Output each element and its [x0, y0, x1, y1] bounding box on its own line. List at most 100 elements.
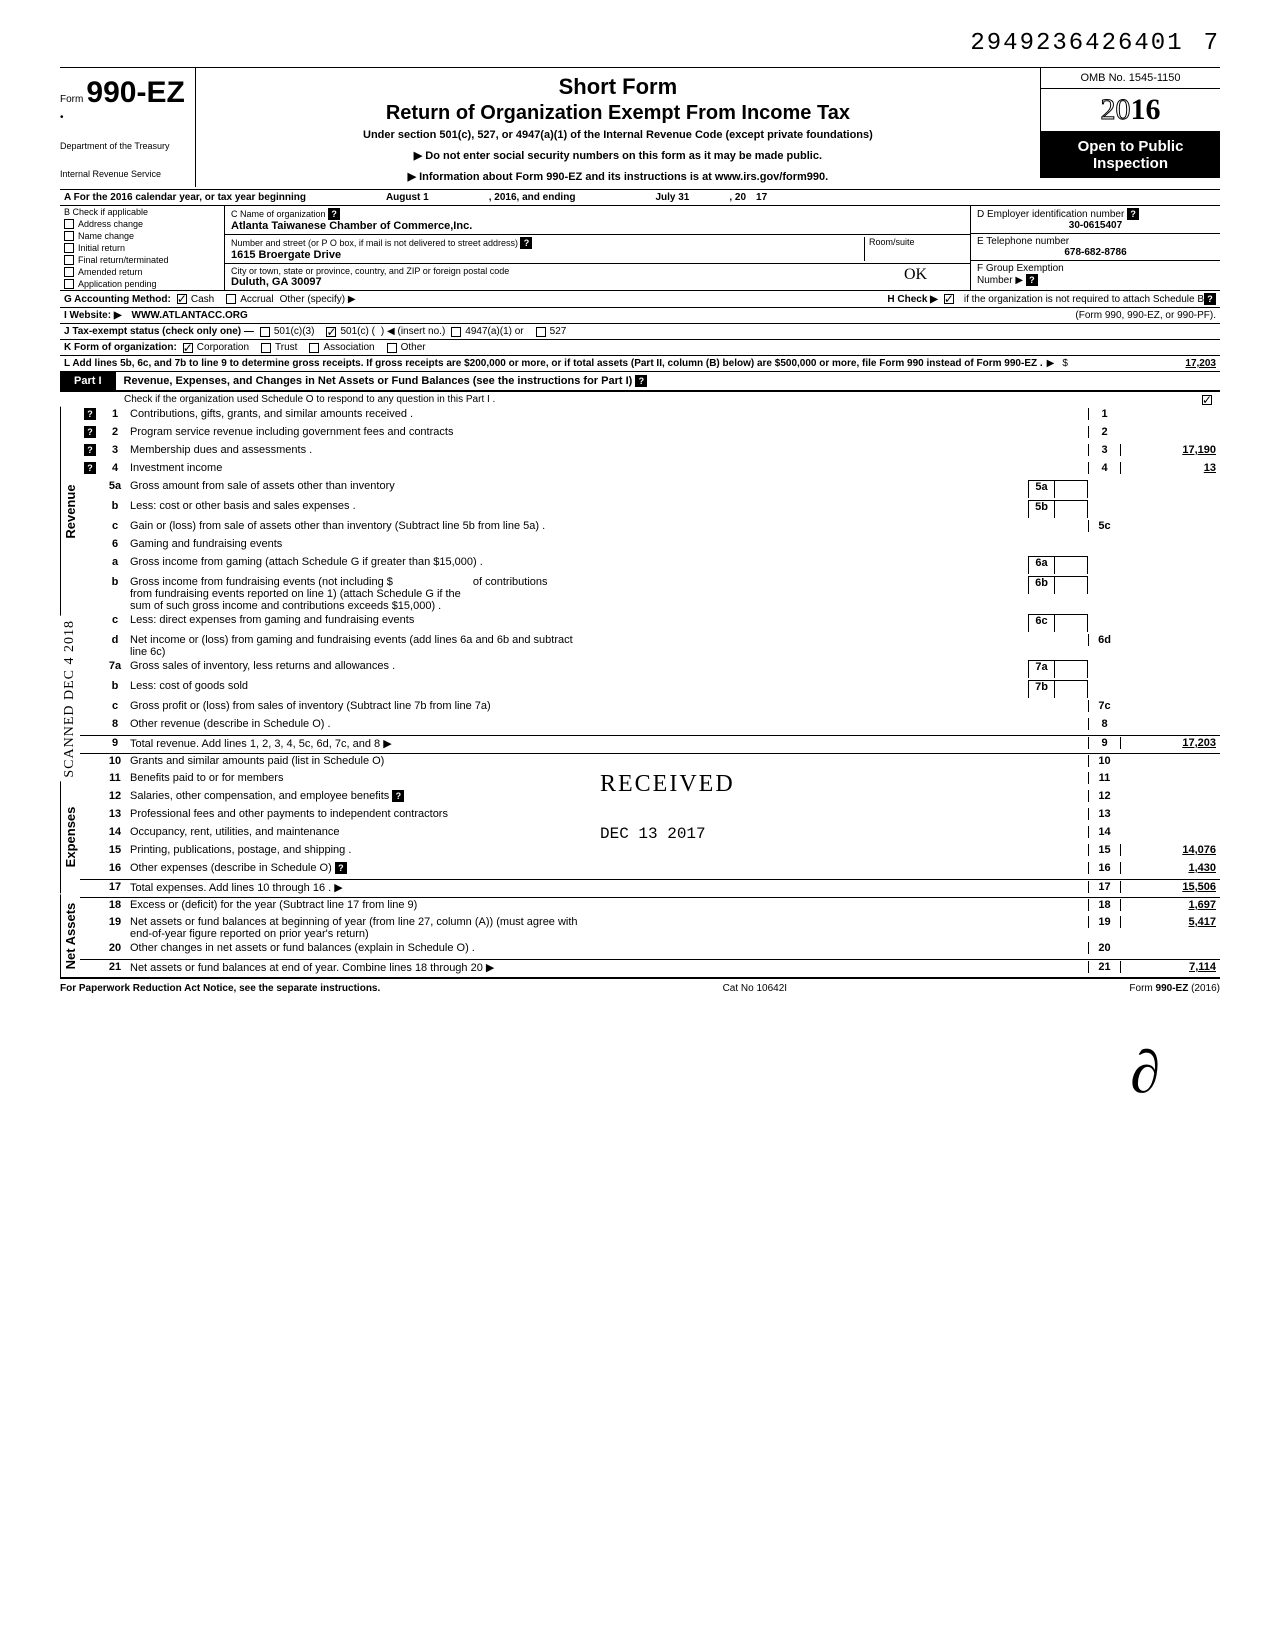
part1-check-note: Check if the organization used Schedule …: [124, 394, 495, 405]
line-9: 9 Total revenue. Add lines 1, 2, 3, 4, 5…: [80, 735, 1220, 753]
line-7b: b Less: cost of goods sold 7b: [80, 679, 1220, 699]
section-b: B Check if applicable Address change Nam…: [60, 206, 225, 290]
scanned-stamp: SCANNED DEC 4 2018: [60, 616, 80, 782]
info-note: ▶ Information about Form 990-EZ and its …: [206, 170, 1030, 183]
city-label: City or town, state or province, country…: [231, 266, 904, 276]
side-netassets: Net Assets: [60, 894, 80, 977]
info-block: B Check if applicable Address change Nam…: [60, 205, 1220, 290]
help-icon[interactable]: ?: [1026, 274, 1038, 286]
line-1: ? 1 Contributions, gifts, grants, and si…: [80, 407, 1220, 425]
line-18: 18 Excess or (deficit) for the year (Sub…: [80, 897, 1220, 915]
row-a: A For the 2016 calendar year, or tax yea…: [60, 189, 1220, 205]
cb-schedule-o[interactable]: [1202, 395, 1212, 405]
ssn-note: ▶ Do not enter social security numbers o…: [206, 149, 1030, 162]
section-def: D Employer identification number ? 30-06…: [970, 206, 1220, 290]
footer: For Paperwork Reduction Act Notice, see …: [60, 977, 1220, 998]
line-19: 19 Net assets or fund balances at beginn…: [80, 915, 1220, 941]
cb-527[interactable]: 527: [536, 326, 567, 337]
row-i: I Website: ▶ WWW.ATLANTACC.ORG (Form 990…: [60, 307, 1220, 323]
line-7a: 7a Gross sales of inventory, less return…: [80, 659, 1220, 679]
help-icon[interactable]: ?: [335, 862, 347, 874]
line-14: 14 Occupancy, rent, utilities, and maint…: [80, 825, 1220, 843]
help-icon[interactable]: ?: [635, 375, 647, 387]
cb-amended-return[interactable]: Amended return: [60, 266, 224, 278]
row-l: L Add lines 5b, 6c, and 7b to line 9 to …: [60, 355, 1220, 371]
cb-corp[interactable]: Corporation: [183, 342, 249, 353]
cb-501c[interactable]: 501(c) (: [326, 326, 374, 337]
help-icon[interactable]: ?: [520, 237, 532, 249]
org-city: Duluth, GA 30097: [231, 276, 904, 288]
help-icon[interactable]: ?: [84, 462, 96, 474]
cb-trust[interactable]: Trust: [261, 342, 297, 353]
cb-name-change[interactable]: Name change: [60, 230, 224, 242]
part1-title: Revenue, Expenses, and Changes in Net As…: [124, 375, 633, 387]
l-text: L Add lines 5b, 6c, and 7b to line 9 to …: [64, 358, 1043, 369]
help-icon[interactable]: ?: [84, 444, 96, 456]
cb-address-change[interactable]: Address change: [60, 218, 224, 230]
form-number: 990-EZ: [86, 76, 184, 109]
line-8: 8 Other revenue (describe in Schedule O)…: [80, 717, 1220, 735]
form-header: Form 990-EZ • Department of the Treasury…: [60, 67, 1220, 189]
f-label2: Number ▶: [977, 275, 1023, 286]
signature-mark: ∂: [60, 1038, 1220, 1107]
h-note2: (Form 990, 990-EZ, or 990-PF).: [1075, 310, 1216, 321]
row-a-suffix: , 20: [729, 192, 746, 203]
cb-4947[interactable]: 4947(a)(1) or: [451, 326, 523, 337]
help-icon[interactable]: ?: [328, 208, 340, 220]
form-id: Form 990-EZ • Department of the Treasury…: [60, 68, 196, 187]
h-note: if the organization is not required to a…: [964, 294, 1204, 305]
part1-check: Check if the organization used Schedule …: [60, 391, 1220, 407]
header-title: Short Form Return of Organization Exempt…: [196, 68, 1040, 189]
h-label: H Check ▶: [887, 294, 937, 305]
part1-header: Part I Revenue, Expenses, and Changes in…: [60, 371, 1220, 391]
l-amount: 17,203: [1185, 358, 1216, 369]
year-begin: August 1: [386, 192, 429, 203]
cb-final-return[interactable]: Final return/terminated: [60, 254, 224, 266]
cb-other-org[interactable]: Other: [387, 342, 426, 353]
title-return: Return of Organization Exempt From Incom…: [206, 102, 1030, 125]
line-5b: b Less: cost or other basis and sales ex…: [80, 499, 1220, 519]
help-icon[interactable]: ?: [84, 426, 96, 438]
section-c: C Name of organization ? Atlanta Taiwane…: [225, 206, 970, 290]
room-label: Room/suite: [869, 237, 964, 247]
body-table: Revenue SCANNED DEC 4 2018 Expenses Net …: [60, 407, 1220, 977]
form-label: Form: [60, 94, 83, 105]
cb-schedule-b[interactable]: [944, 294, 958, 304]
arrow-icon: ▶: [383, 738, 391, 750]
line-3: ? 3 Membership dues and assessments . 31…: [80, 443, 1220, 461]
line-13: 13 Professional fees and other payments …: [80, 807, 1220, 825]
cb-initial-return[interactable]: Initial return: [60, 242, 224, 254]
i-label: I Website: ▶: [64, 310, 122, 321]
c-label: C Name of organization: [231, 209, 326, 219]
line-17: 17 Total expenses. Add lines 10 through …: [80, 879, 1220, 897]
footer-cat: Cat No 10642I: [380, 983, 1129, 994]
section-note: Under section 501(c), 527, or 4947(a)(1)…: [206, 129, 1030, 141]
cb-accrual[interactable]: Accrual: [226, 294, 273, 305]
help-icon[interactable]: ?: [84, 408, 96, 420]
help-icon[interactable]: ?: [1204, 293, 1216, 305]
e-label: E Telephone number: [977, 236, 1069, 247]
line-20: 20 Other changes in net assets or fund b…: [80, 941, 1220, 959]
year-end-yr: 17: [756, 192, 767, 203]
j-insert: ) ◀ (insert no.): [381, 326, 445, 337]
cb-501c3[interactable]: 501(c)(3): [260, 326, 315, 337]
help-icon[interactable]: ?: [392, 790, 404, 802]
website-value: WWW.ATLANTACC.ORG: [132, 310, 248, 321]
f-label: F Group Exemption: [977, 263, 1064, 274]
help-icon[interactable]: ?: [1127, 208, 1139, 220]
inspection-badge: Open to Public Inspection: [1041, 131, 1220, 178]
row-k: K Form of organization: Corporation Trus…: [60, 339, 1220, 355]
side-revenue: Revenue: [60, 407, 80, 616]
cb-cash[interactable]: Cash: [177, 294, 214, 305]
header-right: OMB No. 1545-1150 2016 Open to Public In…: [1040, 68, 1220, 178]
j-label: J Tax-exempt status (check only one) —: [64, 326, 254, 337]
org-address: 1615 Broergate Drive: [231, 249, 864, 261]
cb-assoc[interactable]: Association: [309, 342, 374, 353]
cb-application-pending[interactable]: Application pending: [60, 278, 224, 290]
k-label: K Form of organization:: [64, 342, 177, 353]
g-label: G Accounting Method:: [64, 294, 171, 305]
ein-value: 30-0615407: [977, 220, 1214, 231]
date-stamp: DEC 13 2017: [600, 825, 706, 843]
line-5c: c Gain or (loss) from sale of assets oth…: [80, 519, 1220, 537]
omb-number: OMB No. 1545-1150: [1041, 68, 1220, 89]
